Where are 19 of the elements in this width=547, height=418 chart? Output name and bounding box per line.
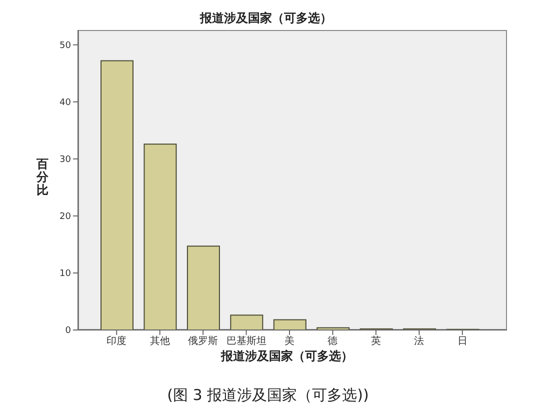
x-tick-label: 德 <box>328 336 338 348</box>
x-tick-label: 印度 <box>106 335 127 348</box>
x-tick-label: 巴基斯坦 <box>226 335 266 348</box>
x-tick-label: 美 <box>284 335 294 348</box>
text: (图 3 报道涉及国家（可多选)) <box>166 386 370 405</box>
y-tick-label: 40 <box>60 98 72 108</box>
y-tick-label: 0 <box>65 326 72 336</box>
y-axis-title: 百分比 <box>36 157 49 197</box>
y-tick-label: 50 <box>60 41 72 52</box>
chart-title: 报道涉及国家（可多选） <box>198 10 333 27</box>
x-tick-label: 日 <box>457 336 468 348</box>
x-axis-title: 报道涉及国家（可多选） <box>220 348 354 365</box>
y-tick-label: 20 <box>60 212 72 222</box>
y-tick-label: 30 <box>60 155 72 166</box>
x-tick-label: 其他 <box>150 335 170 348</box>
y-tick-label: 10 <box>60 269 72 280</box>
x-tick-label: 俄罗斯 <box>188 335 218 348</box>
x-tick-label: 法 <box>414 335 424 348</box>
x-tick-label: 英 <box>370 335 381 348</box>
